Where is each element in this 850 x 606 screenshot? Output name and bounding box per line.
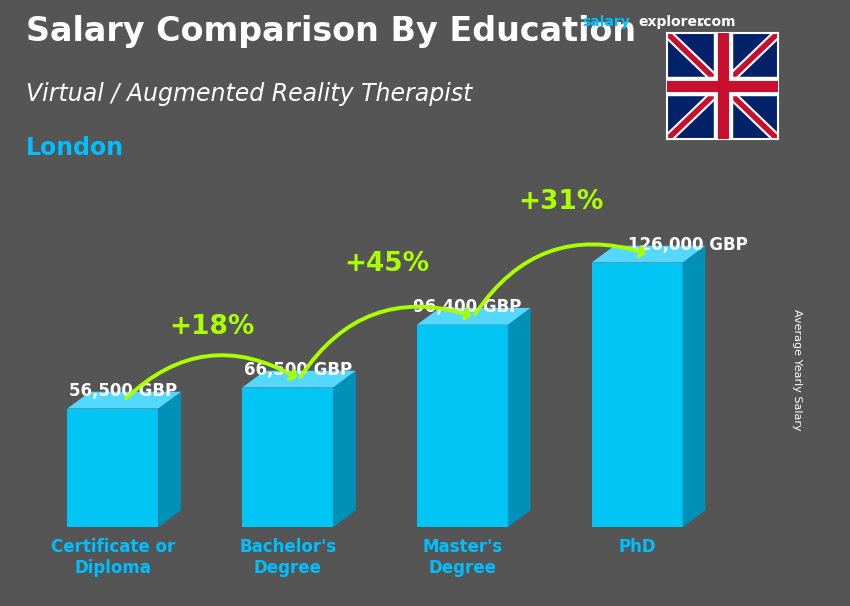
Text: +45%: +45% [344,251,429,278]
Polygon shape [592,245,705,262]
Text: salary: salary [582,15,630,29]
Text: 56,500 GBP: 56,500 GBP [69,382,178,400]
Text: 66,500 GBP: 66,500 GBP [244,361,352,379]
Polygon shape [417,308,530,325]
Bar [417,325,507,527]
Text: +18%: +18% [169,315,254,340]
Text: explorer: explorer [638,15,705,29]
Bar [592,262,683,527]
Bar [67,408,158,527]
Text: 126,000 GBP: 126,000 GBP [628,236,748,254]
Text: .com: .com [699,15,736,29]
Text: London: London [26,136,123,161]
Polygon shape [507,308,530,527]
Text: Virtual / Augmented Reality Therapist: Virtual / Augmented Reality Therapist [26,82,472,106]
Polygon shape [158,391,181,527]
Text: 96,400 GBP: 96,400 GBP [413,298,522,316]
Text: Average Yearly Salary: Average Yearly Salary [792,309,802,430]
Text: +31%: +31% [518,189,604,215]
Polygon shape [333,371,356,527]
Polygon shape [67,391,181,408]
Polygon shape [242,371,356,387]
Polygon shape [683,245,706,527]
Bar [242,387,333,527]
Text: Salary Comparison By Education: Salary Comparison By Education [26,15,636,48]
